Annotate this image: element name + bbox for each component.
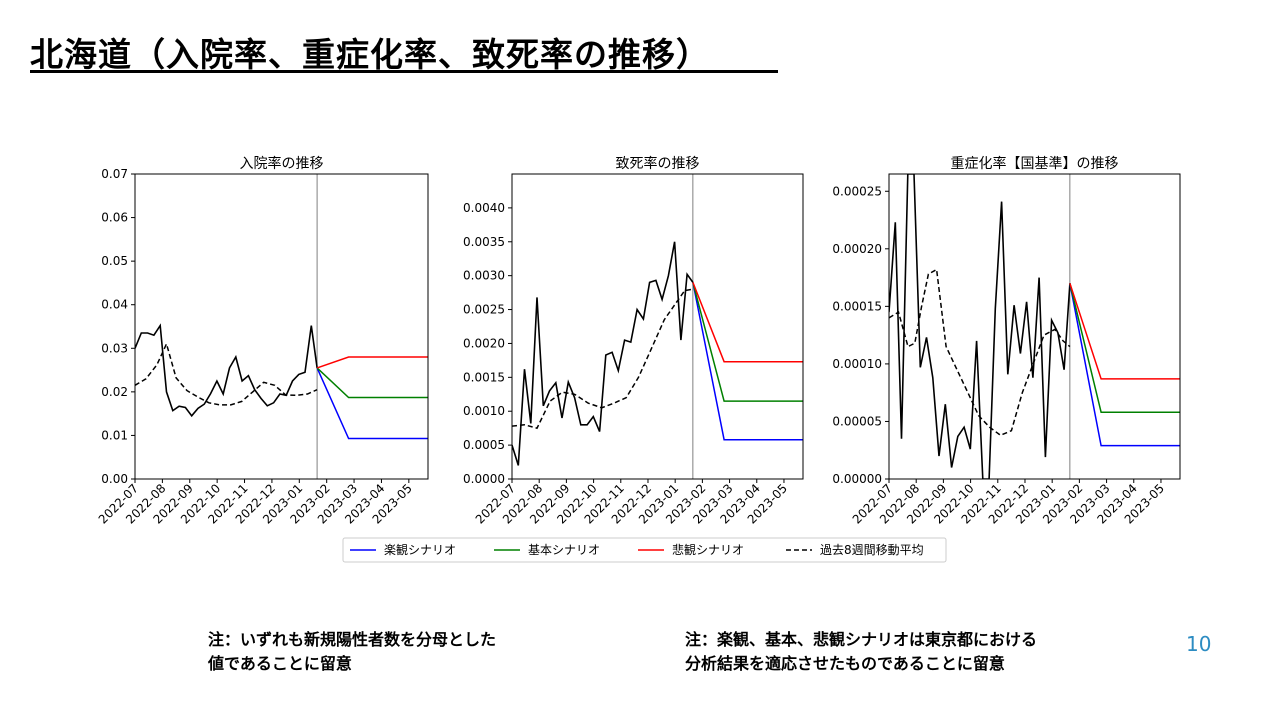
plot-lines bbox=[889, 174, 1180, 479]
y-tick-label: 0.0015 bbox=[463, 370, 505, 384]
y-tick-label: 0.05 bbox=[101, 254, 128, 268]
y-tick-label: 0.02 bbox=[101, 385, 128, 399]
y-tick-label: 0.00000 bbox=[832, 472, 882, 486]
y-tick-label: 0.00015 bbox=[832, 299, 882, 313]
legend-label-4: 過去8週間移動平均 bbox=[820, 543, 924, 557]
plot-lines bbox=[135, 323, 428, 440]
actual-line bbox=[135, 323, 318, 418]
moving-average-line bbox=[135, 341, 318, 406]
y-tick-label: 0.00 bbox=[101, 472, 128, 486]
page-number: 10 bbox=[1186, 632, 1212, 656]
chart-title: 重症化率【国基準】の推移 bbox=[951, 155, 1119, 172]
charts-area: 入院率の推移0.000.010.020.030.040.050.060.0720… bbox=[96, 155, 1181, 563]
note-right: 注：楽観、基本、悲観シナリオは東京都における 分析結果を適応させたものであること… bbox=[685, 628, 1037, 676]
scenario-line-3 bbox=[692, 282, 803, 363]
y-tick-label: 0.00010 bbox=[832, 357, 882, 371]
note-right-line-1: 注：楽観、基本、悲観シナリオは東京都における bbox=[685, 630, 1038, 649]
plot-lines bbox=[512, 241, 803, 466]
y-tick-label: 0.0040 bbox=[463, 201, 505, 215]
y-tick-label: 0.0035 bbox=[463, 235, 505, 249]
scenario-line-1 bbox=[316, 367, 428, 440]
scenario-line-1 bbox=[692, 282, 803, 441]
scenario-line-2 bbox=[1069, 283, 1180, 413]
y-tick-label: 0.07 bbox=[101, 167, 128, 181]
note-right-line-2: 分析結果を適応させたものであることに留意 bbox=[685, 654, 1005, 673]
chart-title: 入院率の推移 bbox=[240, 155, 324, 172]
chart-title: 致死率の推移 bbox=[616, 155, 700, 172]
scenario-line-2 bbox=[316, 367, 428, 399]
plot-frame bbox=[511, 173, 804, 480]
y-tick-label: 0.0020 bbox=[463, 336, 505, 350]
y-tick-label: 0.06 bbox=[101, 211, 128, 225]
legend-label-1: 楽観シナリオ bbox=[384, 543, 456, 557]
note-left-line-2: 値であることに留意 bbox=[208, 654, 352, 673]
y-tick-label: 0.0010 bbox=[463, 404, 505, 418]
y-tick-label: 0.03 bbox=[101, 341, 128, 355]
y-tick-label: 0.0025 bbox=[463, 303, 505, 317]
legend: 楽観シナリオ 基本シナリオ 悲観シナリオ 過去8週間移動平均 bbox=[342, 537, 947, 563]
y-tick-label: 0.04 bbox=[101, 298, 128, 312]
actual-line bbox=[512, 241, 694, 466]
actual-line bbox=[889, 174, 1071, 479]
note-left: 注：いずれも新規陽性者数を分母とした 値であることに留意 bbox=[208, 628, 496, 676]
scenario-line-2 bbox=[692, 282, 803, 402]
y-tick-label: 0.01 bbox=[101, 428, 128, 442]
chart-panel-1: 入院率の推移0.000.010.020.030.040.050.060.0720… bbox=[96, 155, 429, 527]
title-underline bbox=[30, 70, 778, 73]
page-title: 北海道（入院率、重症化率、致死率の推移） bbox=[30, 35, 710, 74]
scenario-line-3 bbox=[316, 356, 428, 369]
chart-panel-2: 致死率の推移 0.0000 0.0005 0.0010 0.0015 0.0020 0.00… bbox=[463, 155, 804, 527]
scenario-line-1 bbox=[1069, 283, 1180, 447]
legend-label-3: 悲観シナリオ bbox=[672, 542, 744, 557]
note-left-line-1: 注：いずれも新規陽性者数を分母とした bbox=[208, 630, 497, 649]
legend-label-2: 基本シナリオ bbox=[528, 543, 600, 557]
plot-frame bbox=[888, 173, 1181, 480]
y-tick-label: 0.00005 bbox=[832, 414, 882, 428]
scenario-line-3 bbox=[1069, 283, 1180, 380]
chart-panel-3: 重症化率【国基準】の推移 0.00000 0.00005 0.00010 0.00015… bbox=[832, 155, 1181, 527]
y-tick-label: 0.0000 bbox=[463, 472, 505, 486]
y-tick-label: 0.00020 bbox=[832, 242, 882, 256]
plot-frame bbox=[134, 173, 429, 480]
y-tick-label: 0.0005 bbox=[463, 438, 505, 452]
y-tick-label: 0.00025 bbox=[832, 184, 882, 198]
y-tick-label: 0.0030 bbox=[463, 269, 505, 283]
moving-average-line bbox=[512, 288, 694, 430]
